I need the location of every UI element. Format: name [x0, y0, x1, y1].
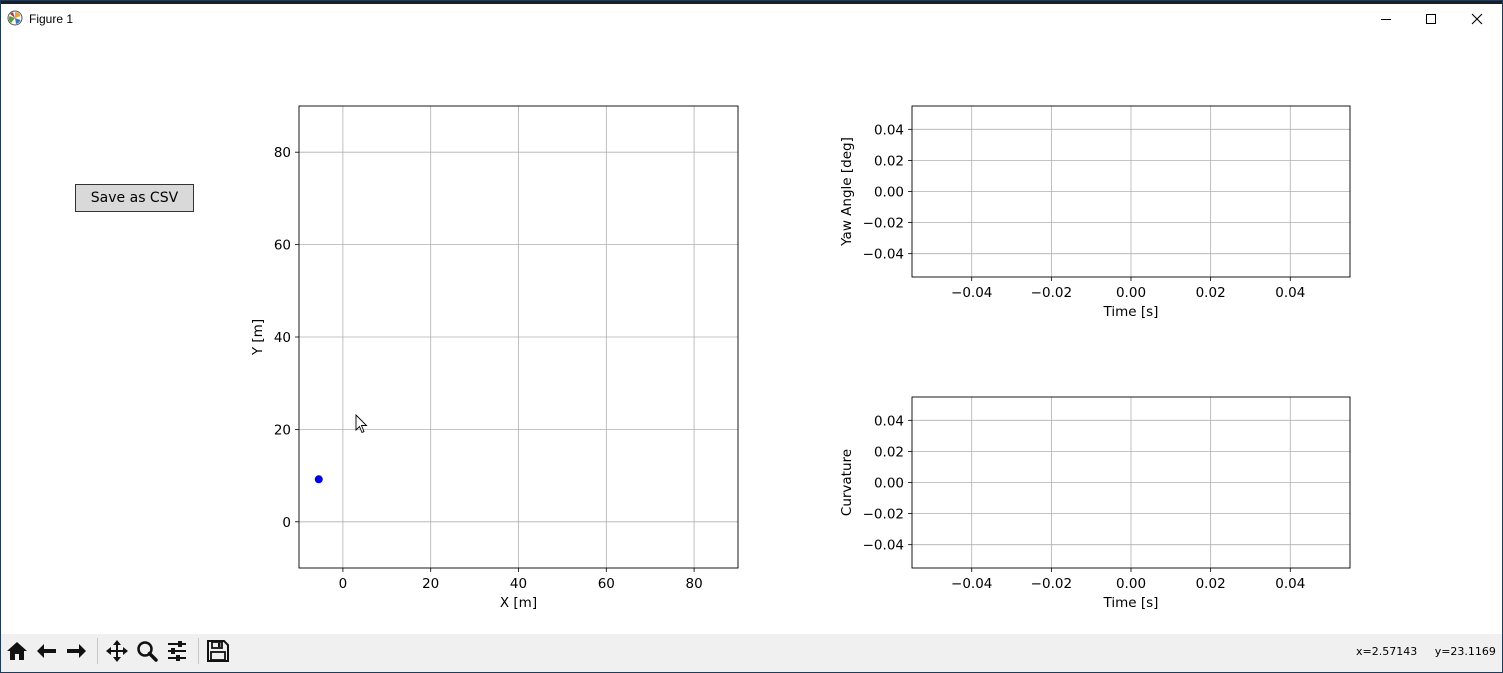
x-axis-label: Time [s]	[1103, 595, 1159, 611]
y-tick-label: 0	[282, 515, 291, 531]
arrow-right-icon	[67, 644, 86, 658]
y-axis-label: Curvature	[839, 449, 855, 516]
y-tick-label: 20	[274, 422, 291, 438]
y-tick-label: 0.00	[874, 476, 904, 492]
x-tick-label: 0.00	[1116, 285, 1146, 301]
background-strip	[1, 1, 1502, 4]
magnifier-icon	[137, 641, 158, 662]
configure-subplots-button[interactable]	[163, 637, 191, 665]
y-tick-label: 60	[274, 238, 291, 254]
axes-frame	[911, 396, 1351, 569]
x-axis-label: Time [s]	[1103, 304, 1159, 320]
x-tick-label: 60	[598, 576, 615, 592]
y-tick-label: −0.02	[863, 507, 904, 523]
x-tick-label: 20	[422, 576, 439, 592]
maximize-icon	[1426, 14, 1436, 24]
y-tick-label: −0.04	[863, 247, 904, 263]
y-tick-label: 40	[274, 330, 291, 346]
mouse-pointer-icon	[355, 413, 368, 434]
axes-frame	[911, 105, 1351, 278]
navigation-toolbar: x=2.57143 y=23.1169	[1, 634, 1502, 672]
x-axis-label: X [m]	[500, 595, 537, 611]
sliders-icon	[168, 641, 186, 661]
axes-frame	[298, 105, 739, 569]
minimize-button[interactable]	[1363, 4, 1409, 34]
x-tick-label: −0.02	[1031, 285, 1072, 301]
y-axis-label: Yaw Angle [deg]	[839, 137, 855, 247]
x-tick-label: 0.00	[1116, 576, 1146, 592]
plots-svg: 0 20 40 60 80 0 20 40 60 80 X [m] Y [m] −0.04 −0.02 0.…	[250, 105, 1351, 611]
move-icon	[106, 640, 128, 662]
toolbar-separator	[97, 638, 98, 664]
y-tick-label: 0.04	[874, 413, 904, 429]
y-tick-label: 0.02	[874, 153, 904, 169]
x-tick-label: −0.04	[951, 576, 992, 592]
matplotlib-logo-icon	[7, 10, 23, 26]
cursor-coordinates: x=2.57143 y=23.1169	[1356, 645, 1496, 658]
y-axis-label: Y [m]	[250, 319, 266, 356]
zoom-button[interactable]	[133, 637, 161, 665]
y-tick-label: −0.02	[863, 216, 904, 232]
pan-button[interactable]	[103, 637, 131, 665]
save-figure-button[interactable]	[204, 637, 232, 665]
arrow-left-icon	[37, 644, 56, 658]
x-tick-label: −0.04	[951, 285, 992, 301]
yaw-angle-plot[interactable]: −0.04 −0.02 0.00 0.02 0.04 −0.04 −0.02 0.00 0.02…	[839, 105, 1351, 320]
y-tick-label: −0.04	[863, 538, 904, 554]
title-bar[interactable]: Figure 1	[1, 4, 1502, 34]
maximize-button[interactable]	[1408, 4, 1454, 34]
x-tick-label: 0.02	[1196, 285, 1226, 301]
x-tick-label: 0	[339, 576, 348, 592]
x-tick-label: −0.02	[1031, 576, 1072, 592]
y-tick-label: 0.04	[874, 122, 904, 138]
y-tick-label: 80	[274, 145, 291, 161]
forward-button[interactable]	[62, 637, 90, 665]
x-tick-label: 40	[510, 576, 527, 592]
trajectory-plot[interactable]: 0 20 40 60 80 0 20 40 60 80 X [m] Y [m]	[250, 105, 739, 611]
save-csv-button[interactable]: Save as CSV	[75, 184, 194, 212]
floppy-disk-icon	[207, 640, 229, 662]
toolbar-separator	[198, 638, 199, 664]
x-tick-label: 0.04	[1275, 576, 1305, 592]
back-button[interactable]	[33, 637, 61, 665]
x-tick-label: 0.02	[1196, 576, 1226, 592]
close-icon	[1471, 13, 1483, 25]
curvature-plot[interactable]: −0.04 −0.02 0.00 0.02 0.04 −0.04 −0.02 0.00 0.02…	[839, 396, 1351, 611]
minimize-icon	[1381, 19, 1391, 20]
home-button[interactable]	[3, 637, 31, 665]
y-tick-label: 0.00	[874, 185, 904, 201]
x-tick-label: 0.04	[1275, 285, 1305, 301]
data-point	[314, 475, 323, 484]
figure-canvas[interactable]: Save as CSV 0 20 40 60 80 0 20 40 60 80 X [m] Y [m]…	[1, 34, 1502, 634]
y-tick-label: 0.02	[874, 444, 904, 460]
close-button[interactable]	[1454, 4, 1500, 34]
x-tick-label: 80	[686, 576, 703, 592]
home-icon	[7, 642, 27, 660]
window-title: Figure 1	[29, 12, 74, 26]
